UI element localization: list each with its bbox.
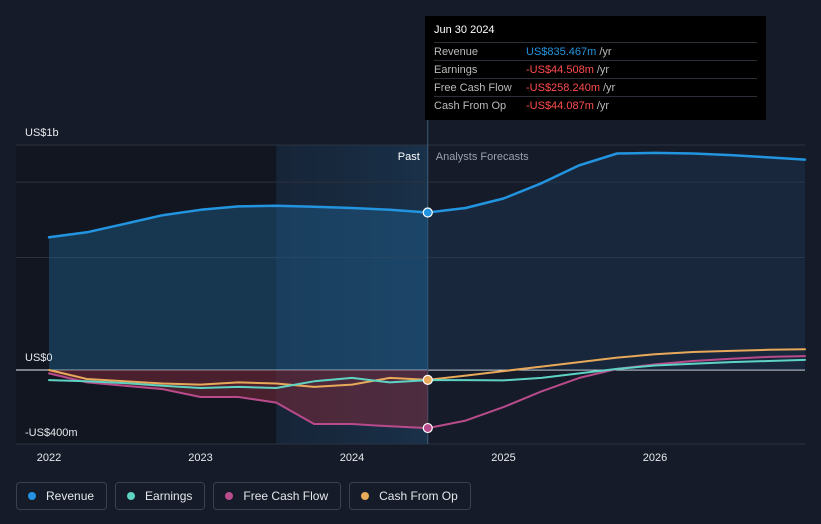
tooltip-label: Earnings xyxy=(434,63,478,76)
legend-item-revenue[interactable]: Revenue xyxy=(16,482,108,510)
earnings-dot-icon xyxy=(127,492,136,500)
tooltip-unit: /yr xyxy=(599,45,612,58)
tooltip-label: Revenue xyxy=(434,45,479,58)
tooltip-value: -US$44.087m xyxy=(526,99,594,112)
y-axis-label: US$1b xyxy=(25,127,59,139)
tooltip-row-cash-from-op: Cash From Op -US$44.087m /yr xyxy=(434,96,757,114)
forecast-label: Analysts Forecasts xyxy=(436,151,529,163)
x-tick-label: 2025 xyxy=(491,452,515,464)
series-area xyxy=(49,205,428,370)
tooltip-value: -US$258.240m xyxy=(526,81,600,94)
data-point-marker xyxy=(422,422,433,434)
legend: Revenue Earnings Free Cash Flow Cash Fro… xyxy=(16,482,471,510)
revenue-dot-icon xyxy=(28,492,36,500)
legend-item-earnings[interactable]: Earnings xyxy=(115,482,206,510)
x-tick-label: 2023 xyxy=(188,452,212,464)
series-area-forecast xyxy=(427,152,805,370)
tooltip-label: Free Cash Flow xyxy=(434,81,512,94)
tooltip-value: -US$44.508m xyxy=(526,63,594,76)
legend-label: Earnings xyxy=(145,489,193,503)
data-tooltip: Jun 30 2024 Revenue US$835.467m /yr Earn… xyxy=(425,16,766,120)
tooltip-unit: /yr xyxy=(603,81,616,94)
tooltip-label: Cash From Op xyxy=(434,99,507,112)
y-axis-label: -US$400m xyxy=(25,427,78,439)
tooltip-row-free-cash-flow: Free Cash Flow -US$258.240m /yr xyxy=(434,78,757,96)
x-tick-label: 2026 xyxy=(643,452,667,464)
tooltip-date: Jun 30 2024 xyxy=(434,24,495,36)
tooltip-unit: /yr xyxy=(596,63,610,76)
tooltip-row-revenue: Revenue US$835.467m /yr xyxy=(434,42,757,60)
x-tick-label: 2024 xyxy=(340,452,364,464)
x-tick-label: 2022 xyxy=(37,452,61,464)
free-cash-flow-dot-icon xyxy=(225,492,234,500)
data-point-marker xyxy=(422,374,433,385)
legend-item-free-cash-flow[interactable]: Free Cash Flow xyxy=(213,482,342,510)
tooltip-value: US$835.467m xyxy=(526,45,597,58)
tooltip-unit: /yr xyxy=(596,99,610,112)
legend-item-cash-from-op[interactable]: Cash From Op xyxy=(349,482,471,510)
y-axis-label: US$0 xyxy=(25,352,53,364)
legend-label: Cash From Op xyxy=(379,489,458,503)
legend-label: Free Cash Flow xyxy=(243,489,329,503)
cash-from-op-dot-icon xyxy=(361,492,370,500)
legend-label: Revenue xyxy=(46,489,95,503)
data-point-marker xyxy=(422,207,433,218)
financials-chart: US$1b US$0 -US$400m 2022 2023 2024 2025 2026 Pas… xyxy=(16,120,807,464)
past-label: Past xyxy=(398,151,420,163)
tooltip-row-earnings: Earnings -US$44.508m /yr xyxy=(434,60,757,78)
